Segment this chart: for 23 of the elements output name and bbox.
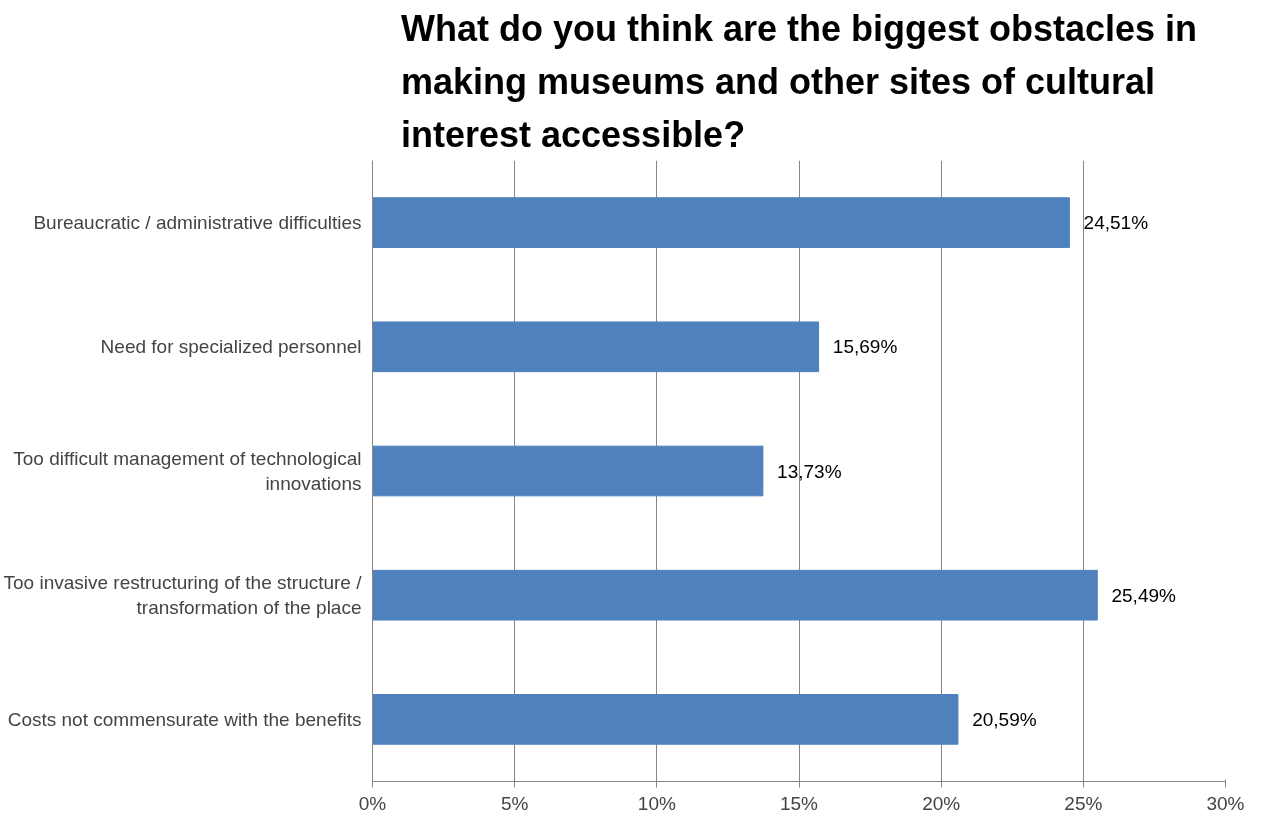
y-tick-label: Too invasive restructuring of the structure / transformation of the place: [3, 572, 363, 619]
data-label: 13,73%: [777, 460, 842, 482]
y-tick-label: Bureaucratic / administrative difficulties: [33, 212, 362, 234]
data-label: 25,49%: [1111, 584, 1177, 606]
y-tick-label: Too difficult management of technological innovations: [13, 447, 362, 495]
bar: [372, 321, 820, 373]
x-tick-label: 0%: [358, 792, 387, 814]
data-label: 20,59%: [972, 708, 1037, 730]
bar: [372, 197, 1070, 248]
x-tick-label: 5%: [500, 792, 529, 814]
x-tick-label: 30%: [1206, 792, 1245, 814]
x-tick-label: 10%: [637, 792, 676, 814]
x-tick-label: 25%: [1064, 792, 1103, 814]
chart-title: What do you think are the biggest obstacles in making museums and other sites of cultural interest accessible?: [400, 7, 1198, 156]
y-tick-label: Costs not commensurate with the benefits: [7, 708, 362, 730]
data-label: 15,69%: [832, 336, 898, 358]
x-tick-label: 20%: [922, 792, 961, 814]
y-tick-label: Need for specialized personnel: [100, 336, 362, 358]
x-tick-label: 15%: [779, 792, 819, 814]
data-label: 24,51%: [1083, 212, 1149, 234]
bar: [372, 694, 959, 745]
bar: [372, 445, 764, 497]
bar: [372, 569, 1098, 621]
